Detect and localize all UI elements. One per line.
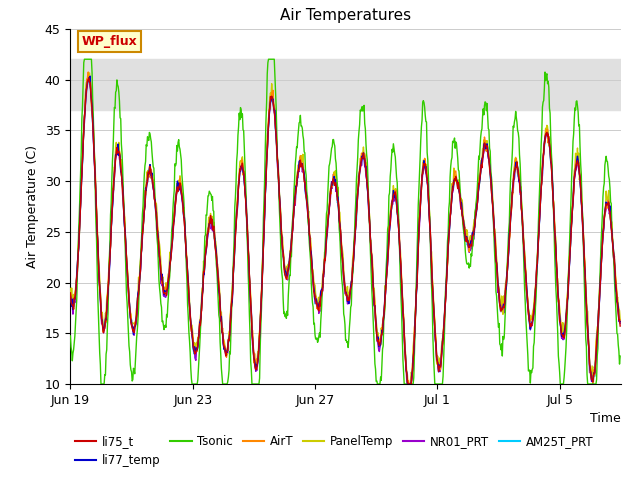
Text: WP_flux: WP_flux xyxy=(81,35,137,48)
Y-axis label: Air Temperature (C): Air Temperature (C) xyxy=(26,145,39,268)
X-axis label: Time: Time xyxy=(590,412,621,425)
Bar xyxy=(70,59,621,110)
Title: Air Temperatures: Air Temperatures xyxy=(280,9,411,24)
Legend: li75_t, li77_temp, Tsonic, AirT, PanelTemp, NR01_PRT, AM25T_PRT: li75_t, li77_temp, Tsonic, AirT, PanelTe… xyxy=(70,430,598,471)
